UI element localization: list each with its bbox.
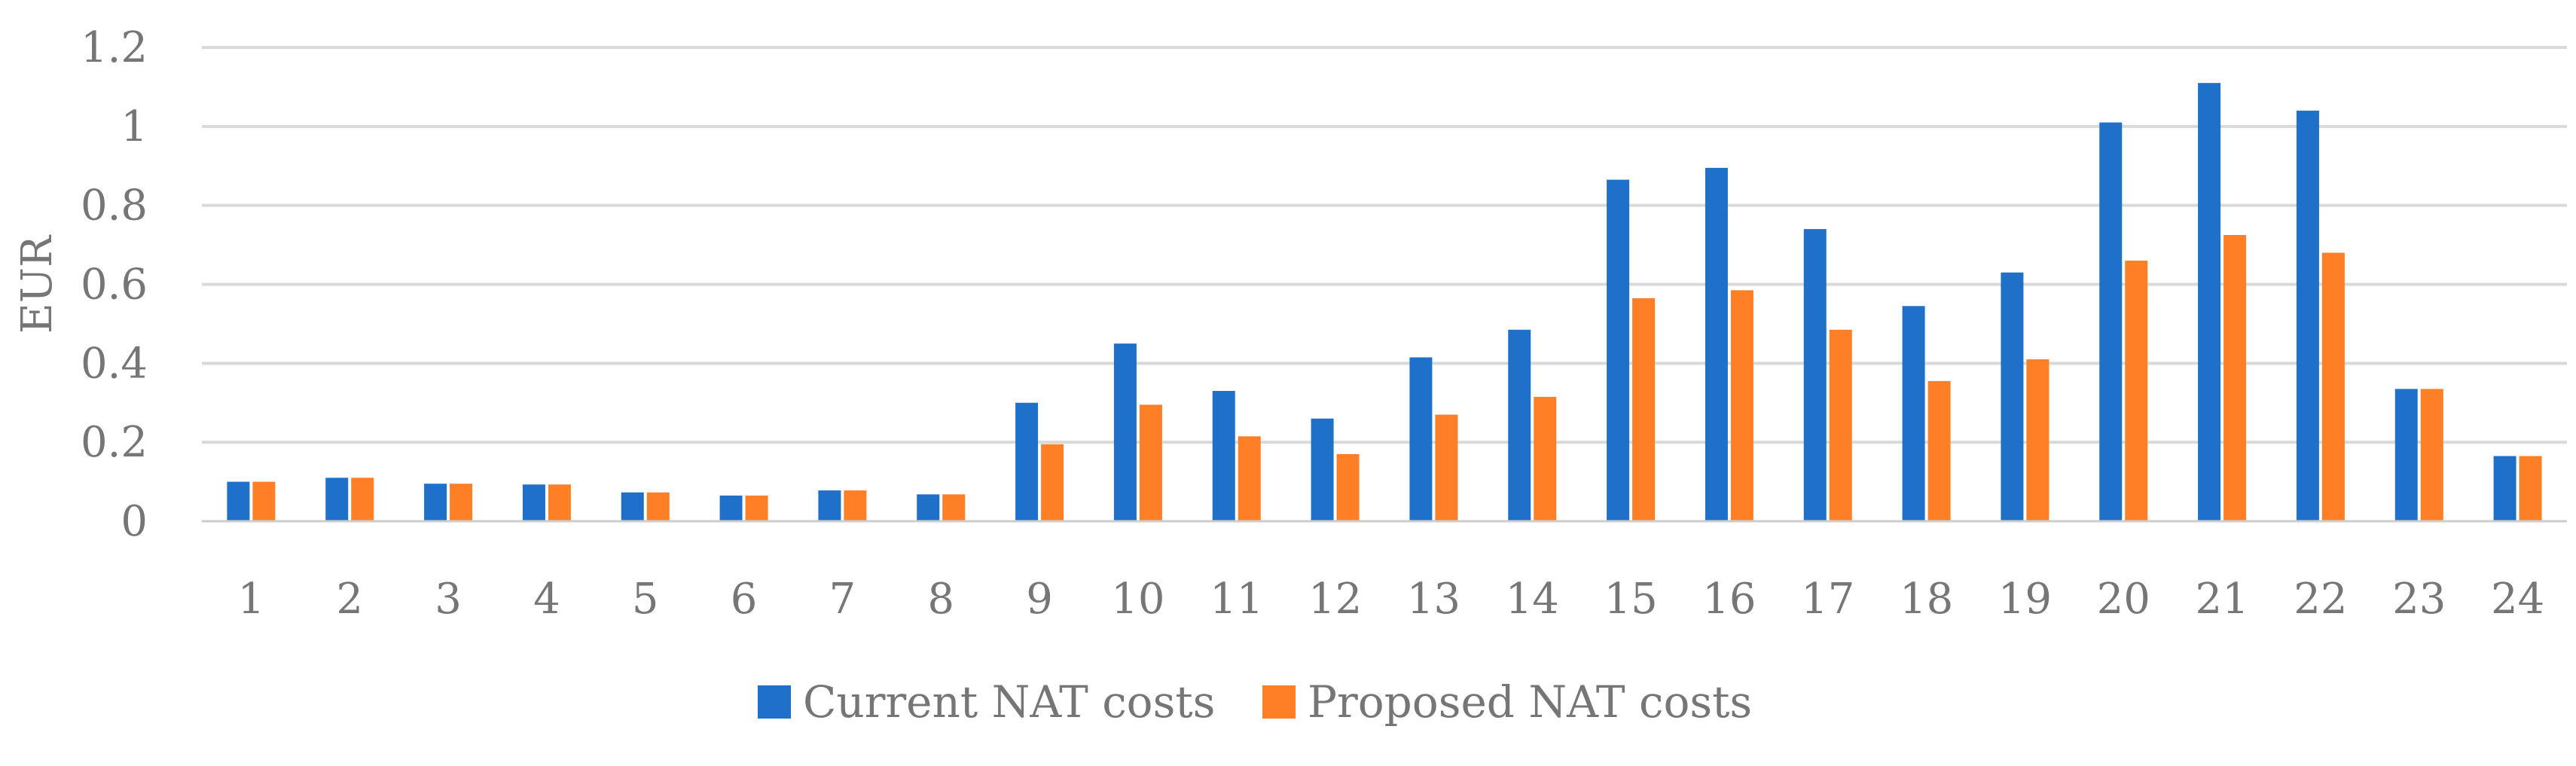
x-tick-label: 24 xyxy=(2491,575,2544,624)
bar-current-nat-costs xyxy=(1113,343,1137,521)
legend-swatch-proposed xyxy=(1262,685,1296,719)
bar-proposed-nat-costs xyxy=(548,484,571,521)
legend-label-proposed: Proposed NAT costs xyxy=(1308,676,1752,728)
y-tick-label: 0.2 xyxy=(81,418,148,467)
y-tick-label: 0 xyxy=(121,497,148,546)
x-axis-ticks: 1 2 3 4 5 6 7 8 9 10 11 12 13 14 15 16 17 18 19 20 21 22 23 24 xyxy=(238,575,2545,624)
x-tick-label: 20 xyxy=(2097,575,2150,624)
bar-current-nat-costs xyxy=(2001,272,2024,521)
bar-proposed-nat-costs xyxy=(646,492,670,521)
x-tick-label: 22 xyxy=(2294,575,2347,624)
x-tick-label: 16 xyxy=(1702,575,1756,624)
legend: Current NAT costs Proposed NAT costs xyxy=(758,676,1752,728)
bar-current-nat-costs xyxy=(2296,110,2319,521)
x-tick-label: 12 xyxy=(1308,575,1362,624)
y-axis-title: EUR xyxy=(13,234,62,334)
x-tick-label: 13 xyxy=(1407,575,1460,624)
bar-proposed-nat-costs xyxy=(252,481,276,521)
y-tick-label: 0.8 xyxy=(81,182,148,230)
bar-proposed-nat-costs xyxy=(1435,414,1458,521)
bar-proposed-nat-costs xyxy=(450,484,473,521)
bar-proposed-nat-costs xyxy=(2125,261,2148,521)
bar-proposed-nat-costs xyxy=(2321,252,2345,521)
y-tick-label: 0.4 xyxy=(81,339,148,388)
bar-current-nat-costs xyxy=(325,478,349,521)
bar-proposed-nat-costs xyxy=(1139,404,1162,521)
bar-proposed-nat-costs xyxy=(1632,298,1656,521)
bar-current-nat-costs xyxy=(227,481,250,521)
x-tick-label: 8 xyxy=(927,575,954,624)
x-tick-label: 3 xyxy=(435,575,462,624)
x-tick-label: 21 xyxy=(2195,575,2248,624)
bar-proposed-nat-costs xyxy=(351,478,374,521)
bar-proposed-nat-costs xyxy=(844,490,867,521)
bar-current-nat-costs xyxy=(818,490,841,521)
bar-proposed-nat-costs xyxy=(2026,359,2050,521)
x-tick-label: 14 xyxy=(1506,575,1559,624)
x-tick-label: 23 xyxy=(2392,575,2446,624)
x-tick-label: 9 xyxy=(1026,575,1053,624)
x-tick-label: 19 xyxy=(1998,575,2052,624)
bar-current-nat-costs xyxy=(2198,83,2221,522)
x-tick-label: 6 xyxy=(731,575,758,624)
bar-proposed-nat-costs xyxy=(1829,329,1852,521)
bar-proposed-nat-costs xyxy=(1238,436,1261,521)
bar-current-nat-costs xyxy=(1705,167,1728,521)
bar-current-nat-costs xyxy=(1212,391,1235,521)
bar-proposed-nat-costs xyxy=(1927,380,1951,521)
bar-current-nat-costs xyxy=(2493,456,2516,521)
x-tick-label: 11 xyxy=(1210,575,1263,624)
y-tick-label: 1 xyxy=(121,102,148,151)
gridlines xyxy=(202,46,2567,444)
y-tick-label: 0.6 xyxy=(81,261,148,310)
y-tick-label: 1.2 xyxy=(81,23,148,72)
bar-current-nat-costs xyxy=(1902,306,1925,521)
bar-current-nat-costs xyxy=(1409,357,1433,521)
x-tick-label: 15 xyxy=(1604,575,1657,624)
x-tick-label: 5 xyxy=(632,575,659,624)
x-tick-label: 4 xyxy=(533,575,560,624)
bar-proposed-nat-costs xyxy=(1336,453,1360,521)
legend-swatch-current xyxy=(758,685,791,719)
y-axis-ticks: 0 0.2 0.4 0.6 0.8 1 1.2 xyxy=(81,23,148,546)
x-tick-label: 10 xyxy=(1111,575,1164,624)
legend-label-current: Current NAT costs xyxy=(803,676,1215,728)
bar-current-nat-costs xyxy=(1607,179,1630,522)
x-tick-label: 1 xyxy=(238,575,265,624)
bar-current-nat-costs xyxy=(621,492,644,521)
bar-current-nat-costs xyxy=(1508,329,1531,521)
x-tick-label: 17 xyxy=(1801,575,1854,624)
x-tick-label: 18 xyxy=(1900,575,1953,624)
bar-current-nat-costs xyxy=(2394,389,2418,521)
bar-proposed-nat-costs xyxy=(2223,234,2247,521)
bar-proposed-nat-costs xyxy=(1041,444,1064,521)
bars xyxy=(227,83,2542,522)
bar-proposed-nat-costs xyxy=(1534,396,1557,521)
bar-current-nat-costs xyxy=(917,494,940,521)
bar-proposed-nat-costs xyxy=(745,495,768,521)
bar-current-nat-costs xyxy=(522,484,545,521)
bar-current-nat-costs xyxy=(719,495,743,521)
bar-current-nat-costs xyxy=(2099,122,2123,521)
bar-proposed-nat-costs xyxy=(942,494,966,521)
bar-current-nat-costs xyxy=(1311,418,1334,521)
x-tick-label: 2 xyxy=(336,575,363,624)
bar-proposed-nat-costs xyxy=(2519,456,2542,521)
bar-current-nat-costs xyxy=(424,484,447,521)
x-tick-label: 7 xyxy=(829,575,856,624)
bar-current-nat-costs xyxy=(1015,402,1039,521)
bar-current-nat-costs xyxy=(1803,229,1827,521)
bar-proposed-nat-costs xyxy=(1730,290,1753,521)
bar-proposed-nat-costs xyxy=(2420,389,2443,521)
